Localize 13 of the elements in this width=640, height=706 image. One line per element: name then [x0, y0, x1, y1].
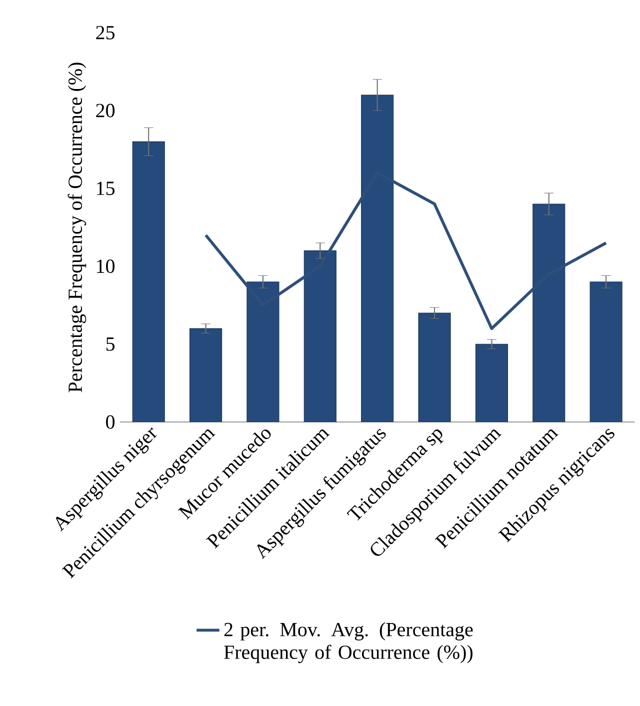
- y-tick-label: 20: [96, 104, 115, 118]
- y-tick-label: 5: [106, 337, 115, 351]
- y-tick-label: 10: [97, 260, 115, 274]
- y-tick-label: 0: [106, 415, 115, 429]
- y-axis-title: Percentage Frequency of Occurrence (%): [68, 62, 86, 392]
- bar: [190, 328, 222, 422]
- bar: [132, 141, 165, 422]
- bar: [418, 312, 451, 422]
- bar: [475, 344, 508, 422]
- legend-label: 2 per. Mov. Avg. (Percentage Frequency of Occurrence (%)): [224, 622, 473, 664]
- y-tick-label: 15: [97, 182, 115, 196]
- y-tick-label: 25: [96, 26, 115, 40]
- bar: [590, 282, 622, 422]
